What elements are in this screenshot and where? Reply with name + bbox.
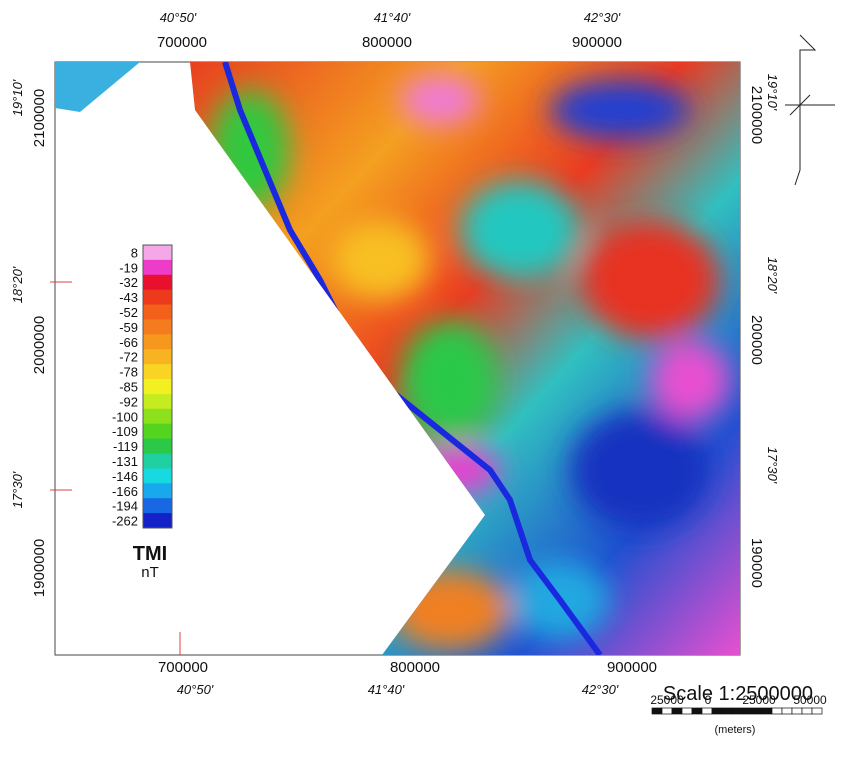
scale-bar-segment	[772, 708, 782, 714]
scale-bar-segment	[712, 708, 722, 714]
legend-label: -100	[112, 409, 138, 424]
latlon-label: 41°40'	[368, 682, 405, 697]
legend-label: -43	[119, 290, 138, 305]
scale-tick-label: 50000	[793, 693, 827, 707]
scale-bar-segment	[722, 708, 732, 714]
scale-bar-segment	[652, 708, 662, 714]
legend-label: -52	[119, 305, 138, 320]
latlon-label: 17°30'	[765, 447, 780, 484]
coord-label: 700000	[158, 659, 208, 676]
coord-label: 2100000	[748, 86, 765, 144]
legend-swatch	[143, 319, 172, 334]
legend-label: -109	[112, 424, 138, 439]
legend-label: -131	[112, 454, 138, 469]
legend-label: -78	[119, 365, 138, 380]
scale-bar-segment	[672, 708, 682, 714]
legend-swatch	[143, 498, 172, 513]
scale-bar-segment	[762, 708, 772, 714]
north-arrow	[785, 35, 835, 185]
coord-label: 900000	[572, 34, 622, 51]
coord-label: 200000	[748, 315, 765, 365]
scale-bar-segment	[752, 708, 762, 714]
legend-swatch	[143, 394, 172, 409]
legend-label: -119	[113, 439, 138, 454]
legend-label: -166	[112, 484, 138, 499]
legend-label: 8	[131, 245, 138, 260]
legend-label: -262	[112, 514, 138, 529]
scale-bar-segment	[702, 708, 712, 714]
legend-swatch	[143, 260, 172, 275]
scale-tick-label: 25000	[650, 693, 684, 707]
latlon-label: 19°10'	[10, 79, 25, 116]
scale-bar-segment	[692, 708, 702, 714]
scale-tick-label: 0	[705, 693, 712, 707]
map-figure: TMI nT Scale 1:2500000 (meters) 40°50'41…	[0, 0, 843, 763]
scale-bar-segment	[802, 708, 812, 714]
legend-swatch	[143, 245, 172, 260]
legend-label: -92	[119, 394, 138, 409]
latlon-label: 18°20'	[765, 257, 780, 294]
scale-bar-segment	[682, 708, 692, 714]
scale-bar-segment	[782, 708, 792, 714]
legend-swatch	[143, 424, 172, 439]
legend-label: -72	[119, 350, 138, 365]
coord-label: 800000	[362, 34, 412, 51]
legend-swatch	[143, 379, 172, 394]
latlon-label: 40°50'	[160, 10, 197, 25]
latlon-label: 42°30'	[584, 10, 621, 25]
latlon-label: 42°30'	[582, 682, 619, 697]
legend-label: -66	[119, 335, 138, 350]
latlon-label: 40°50'	[177, 682, 214, 697]
coord-label: 2000000	[31, 316, 48, 374]
legend-swatch	[143, 468, 172, 483]
scale-bar-segment	[792, 708, 802, 714]
legend-swatch	[143, 454, 172, 469]
scale-unit: (meters)	[715, 724, 756, 736]
legend-label: -19	[119, 260, 138, 275]
scale-bar-segment	[742, 708, 752, 714]
scale-bar-segment	[812, 708, 822, 714]
legend-swatch	[143, 439, 172, 454]
coord-label: 700000	[157, 34, 207, 51]
legend-swatch	[143, 513, 172, 528]
latlon-label: 18°20'	[10, 266, 25, 303]
legend-swatch	[143, 483, 172, 498]
latlon-label: 17°30'	[10, 471, 25, 508]
scale-bar-segment	[662, 708, 672, 714]
coord-label: 800000	[390, 659, 440, 676]
coord-label: 1900000	[31, 539, 48, 597]
latlon-label: 19°10'	[765, 74, 780, 111]
scale-tick-label: 25000	[742, 693, 776, 707]
legend-swatch	[143, 275, 172, 290]
legend-swatch	[143, 290, 172, 305]
legend-swatch	[143, 364, 172, 379]
legend-label: -194	[112, 499, 138, 514]
coord-label: 2100000	[31, 89, 48, 147]
legend-unit: nT	[141, 564, 159, 581]
coord-label: 900000	[607, 659, 657, 676]
legend-swatch	[143, 349, 172, 364]
legend-label: -59	[119, 320, 138, 335]
latlon-label: 41°40'	[374, 10, 411, 25]
scale-title: Scale 1:2500000	[663, 683, 813, 705]
legend-swatch	[143, 305, 172, 320]
legend-label: -32	[119, 275, 138, 290]
legend-swatch	[143, 409, 172, 424]
legend-swatch	[143, 334, 172, 349]
legend-title: TMI	[133, 543, 167, 565]
legend-label: -85	[119, 380, 138, 395]
legend-label: -146	[112, 469, 138, 484]
coord-label: 190000	[748, 538, 765, 588]
scale-bar-segment	[732, 708, 742, 714]
